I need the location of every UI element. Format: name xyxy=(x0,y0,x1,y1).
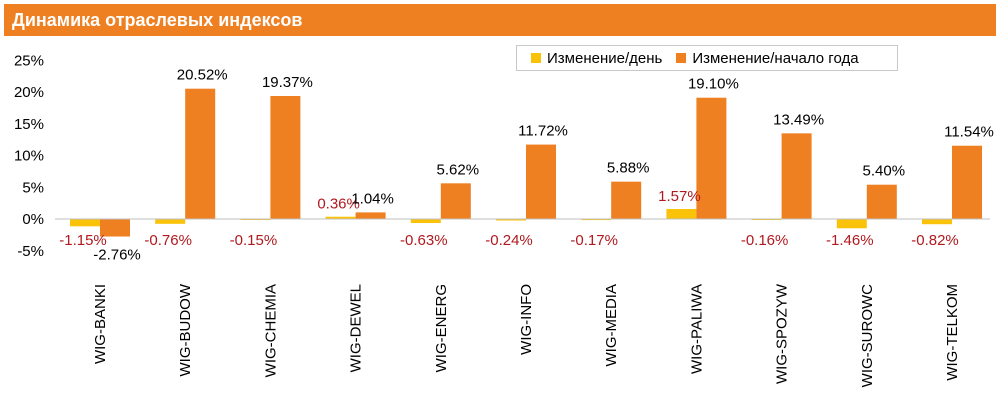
bar-day xyxy=(496,219,526,221)
bar-year xyxy=(952,145,982,219)
data-label-day: -0.15% xyxy=(230,232,278,249)
data-label-day: -0.76% xyxy=(144,232,192,249)
legend-swatch-day xyxy=(531,53,541,63)
bar-year xyxy=(781,133,812,219)
bar-year xyxy=(866,184,897,219)
category-label: WIG-CHEMIA xyxy=(262,284,279,377)
data-label-day: -0.16% xyxy=(741,232,789,249)
legend: Изменение/день Изменение/начало года xyxy=(516,45,898,71)
legend-item-day: Изменение/день xyxy=(531,50,662,67)
category-label: WIG-DEWEL xyxy=(348,284,365,372)
data-label-year: 5.62% xyxy=(437,161,480,178)
data-label-year: 11.72% xyxy=(518,123,568,140)
data-label-day: 0.36% xyxy=(317,196,360,213)
data-label-year: 11.54% xyxy=(944,124,994,141)
legend-item-year: Изменение/начало года xyxy=(676,49,859,67)
bar-year xyxy=(100,219,130,237)
data-label-year: 19.10% xyxy=(688,76,739,93)
legend-label-day: Изменение/день xyxy=(547,49,663,67)
category-label: WIG-TELKOM xyxy=(944,284,961,381)
data-label-day: -0.82% xyxy=(911,232,959,249)
bar-year xyxy=(440,183,471,219)
bar-day xyxy=(155,219,186,224)
data-label-day: -0.24% xyxy=(485,232,533,249)
y-tick-label: 10% xyxy=(14,148,44,165)
bar-year xyxy=(355,212,386,219)
bar-day xyxy=(581,219,612,221)
category-label: WIG-MEDIA xyxy=(603,284,620,367)
bar-day xyxy=(666,209,697,219)
data-label-day: -1.46% xyxy=(826,232,874,249)
bar-year xyxy=(270,96,301,219)
legend-label-year: Изменение/начало года xyxy=(692,49,859,67)
data-label-day: -0.17% xyxy=(570,232,618,249)
category-label: WIG-SUROWC xyxy=(859,284,876,387)
bar-year xyxy=(696,97,727,219)
y-tick-label: 5% xyxy=(22,179,44,196)
data-label-year: 13.49% xyxy=(773,111,824,128)
data-label-year: 19.37% xyxy=(262,74,313,91)
data-label-day: 1.57% xyxy=(658,188,701,205)
data-label-day: -1.15% xyxy=(59,232,107,249)
category-label: WIG-ENERG xyxy=(433,284,450,372)
bar-day xyxy=(410,219,441,224)
bar-day xyxy=(922,219,952,225)
legend-swatch-year xyxy=(676,53,687,63)
data-label-day: -0.63% xyxy=(400,232,448,249)
data-label-year: 5.40% xyxy=(863,163,906,180)
bar-year xyxy=(185,88,216,219)
y-tick-label: 20% xyxy=(14,84,44,101)
data-label-year: -2.76% xyxy=(93,247,141,264)
bar-day xyxy=(751,219,782,221)
y-tick-label: 0% xyxy=(22,211,44,228)
bar-year xyxy=(611,181,642,219)
y-tick-label: -5% xyxy=(17,243,44,260)
y-tick-label: 25% xyxy=(14,52,44,69)
data-label-year: 20.52% xyxy=(177,67,228,84)
y-tick-label: 15% xyxy=(14,116,44,133)
category-label: WIG-BUDOW xyxy=(177,283,194,376)
category-label: WIG-INFO xyxy=(518,284,535,355)
category-label: WIG-BANKI xyxy=(92,284,109,364)
bar-year xyxy=(526,144,556,219)
bar-day xyxy=(325,216,356,219)
category-label: WIG-SPOZYW xyxy=(774,283,791,384)
data-label-year: 1.04% xyxy=(351,190,394,207)
data-label-year: 5.88% xyxy=(607,160,650,177)
bar-day xyxy=(836,219,867,229)
category-label: WIG-PALIWA xyxy=(688,284,705,374)
chart-title: Динамика отраслевых индексов xyxy=(4,4,996,36)
bar-day xyxy=(70,219,100,227)
